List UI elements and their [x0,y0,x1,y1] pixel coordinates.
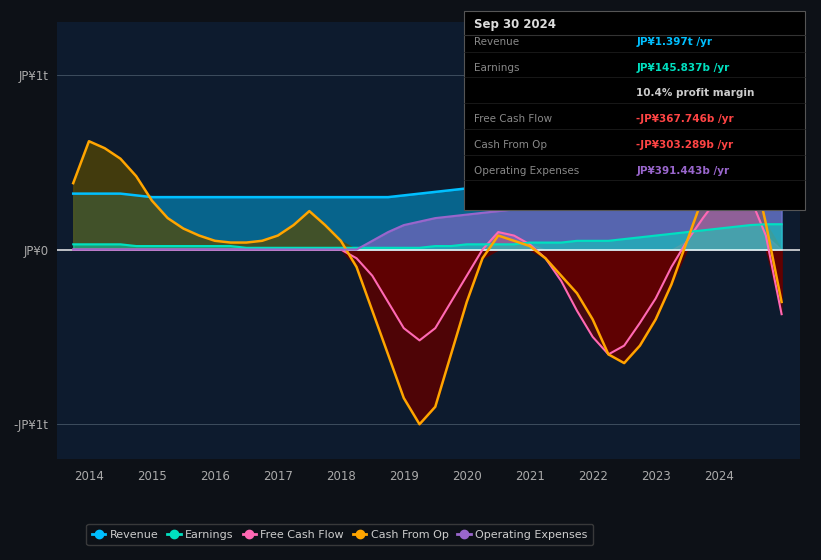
Text: Free Cash Flow: Free Cash Flow [474,114,552,124]
Text: 10.4% profit margin: 10.4% profit margin [636,88,754,99]
Text: Sep 30 2024: Sep 30 2024 [474,18,556,31]
Text: Revenue: Revenue [474,37,519,47]
Text: JP¥1.397t /yr: JP¥1.397t /yr [636,37,713,47]
Legend: Revenue, Earnings, Free Cash Flow, Cash From Op, Operating Expenses: Revenue, Earnings, Free Cash Flow, Cash … [86,524,593,545]
Text: JP¥145.837b /yr: JP¥145.837b /yr [636,63,730,73]
Text: JP¥391.443b /yr: JP¥391.443b /yr [636,166,729,176]
Text: Operating Expenses: Operating Expenses [474,166,579,176]
Text: -JP¥303.289b /yr: -JP¥303.289b /yr [636,140,733,150]
Text: Earnings: Earnings [474,63,519,73]
Text: -JP¥367.746b /yr: -JP¥367.746b /yr [636,114,734,124]
Text: Cash From Op: Cash From Op [474,140,547,150]
